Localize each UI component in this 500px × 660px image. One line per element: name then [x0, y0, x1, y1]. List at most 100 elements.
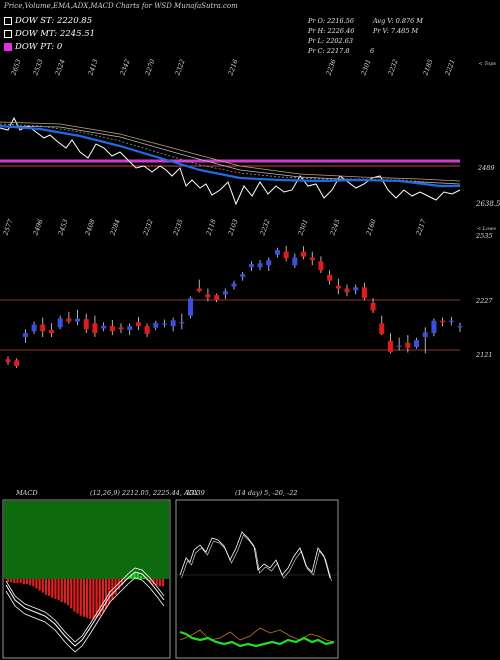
top-tick-2: 2524 — [53, 58, 67, 77]
candle-body — [75, 318, 81, 322]
bottom-tick-7: 2118 — [204, 218, 218, 237]
bottom-tick-12: 2160 — [364, 218, 378, 237]
macd-histogram-bar — [142, 577, 146, 579]
candle-body — [83, 319, 89, 330]
legend-dow-pt: DOW PT: 0 — [4, 42, 62, 52]
bottom-tick-9: 2232 — [258, 218, 272, 237]
candle-body — [344, 288, 350, 293]
stat-extra: 6 — [370, 47, 375, 55]
candle-body — [396, 345, 402, 347]
ema-slow-line — [0, 121, 461, 182]
macd-histogram-bar — [79, 579, 82, 616]
candle-body — [405, 342, 411, 348]
top-tick-4: 2342 — [118, 58, 132, 77]
level-label-2489: 2489 — [477, 164, 495, 172]
macd-histogram-bar — [76, 579, 79, 614]
candle-body — [188, 298, 194, 316]
top-tick-8: 2236 — [324, 58, 338, 77]
candle-body — [214, 295, 220, 301]
candle-body — [40, 324, 46, 332]
legend-dow-st: DOW ST: 2220.85 — [4, 16, 92, 26]
macd-histogram-bar — [104, 579, 108, 609]
legend-label-pt: DOW PT: 0 — [15, 42, 63, 52]
top-tick-6: 2322 — [173, 58, 187, 77]
macd-histogram-bar — [155, 579, 158, 586]
candle-body — [5, 359, 11, 363]
candle-body — [92, 323, 98, 334]
macd-histogram-bar — [63, 579, 67, 604]
macd-histogram-bar — [149, 579, 152, 583]
candle-body — [422, 332, 428, 338]
stat-low: Pr L: 2202.63 — [308, 37, 353, 45]
macd-green-zone — [4, 501, 169, 579]
bottom-tick-8: 2103 — [226, 218, 240, 237]
top-tick-9: 2301 — [359, 58, 373, 77]
macd-histogram-bar — [152, 579, 155, 585]
bottom-tick-10: 2301 — [296, 218, 310, 237]
macd-histogram-bar — [29, 579, 32, 586]
stat-high: Pr H: 2226.46 — [308, 27, 355, 35]
candle-body — [240, 274, 246, 277]
candle-body — [370, 302, 376, 311]
bottom-tick-11: 2245 — [328, 218, 342, 237]
legend-swatch-mt — [4, 30, 12, 38]
macd-histogram-bar — [13, 579, 16, 584]
macd-params: (12,26,9) 2212.05, 2225.44, -13.39 — [90, 489, 205, 497]
ema-dashed-line — [0, 123, 461, 185]
macd-histogram-bar — [139, 575, 142, 579]
macd-histogram-bar — [16, 579, 19, 584]
candle-body — [440, 320, 446, 323]
candle-body — [283, 251, 289, 259]
candle-body — [14, 360, 20, 367]
candle-body — [31, 324, 37, 332]
macd-histogram-bar — [54, 579, 57, 599]
macd-signal-line — [5, 577, 165, 653]
candle-body — [309, 257, 315, 261]
macd-line — [5, 571, 165, 647]
top-tick-11: 2185 — [421, 58, 435, 77]
candle-body — [196, 288, 202, 292]
macd-histogram-bar — [41, 579, 44, 593]
top-tick-0: 2653 — [9, 58, 23, 77]
macd-histogram-bar — [161, 579, 165, 587]
macd-histogram-bar — [10, 579, 13, 583]
chart-title: Price,Volume,EMA,ADX,MACD Charts for WSD… — [4, 2, 238, 10]
candle-body — [118, 327, 124, 330]
top-right-label: < Tops — [478, 61, 496, 67]
top-tick-12: 2221 — [443, 58, 457, 77]
candle-body — [109, 326, 115, 332]
candle-body — [127, 326, 133, 331]
top-tick-1: 2533 — [31, 58, 45, 77]
candle-body — [266, 260, 272, 266]
price-line — [0, 116, 461, 206]
candle-body — [153, 323, 159, 328]
macd-histogram-bar — [95, 579, 98, 618]
macd-histogram-bar — [57, 579, 60, 600]
candle-body — [231, 283, 237, 287]
macd-histogram-bar — [130, 574, 133, 579]
macd-histogram-bar — [85, 579, 89, 618]
macd-histogram-bar — [60, 579, 63, 603]
candle-body — [431, 320, 437, 334]
stat-close: Pr C: 2217.8 — [308, 47, 350, 55]
adx-line — [179, 630, 335, 648]
stat-avg-volume: Avg V: 0.876 M — [373, 17, 423, 25]
macd-histogram-bar — [120, 579, 123, 586]
candle-body — [48, 330, 54, 334]
candle-body — [179, 322, 185, 324]
bottom-tick-5: 2232 — [141, 218, 155, 237]
top-tick-7: 2216 — [226, 58, 240, 77]
bottom-tick-0: 2577 — [1, 217, 15, 237]
macd-histogram-bar — [92, 579, 95, 619]
macd-line-2 — [5, 567, 165, 643]
bottom-tick-3: 2408 — [83, 218, 97, 237]
macd-histogram-bar — [136, 573, 139, 579]
legend-swatch-pt — [4, 43, 12, 51]
ema-fast-line — [0, 124, 460, 188]
candle-body — [57, 318, 63, 328]
stat-open: Pr O: 2216.56 — [308, 17, 355, 25]
candle-body — [101, 325, 107, 329]
bottom-tick-6: 2235 — [171, 218, 185, 237]
macd-histogram-bar — [44, 579, 48, 595]
candle-body — [205, 294, 211, 298]
